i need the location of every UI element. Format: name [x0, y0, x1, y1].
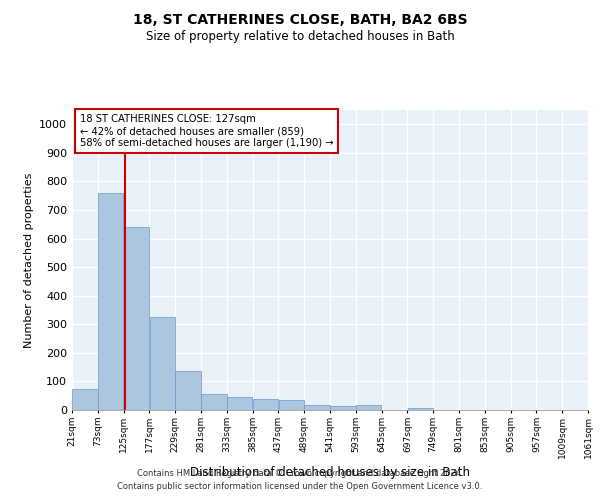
- Bar: [330, 406, 356, 410]
- Text: 18 ST CATHERINES CLOSE: 127sqm
← 42% of detached houses are smaller (859)
58% of: 18 ST CATHERINES CLOSE: 127sqm ← 42% of …: [80, 114, 334, 148]
- Bar: [227, 397, 253, 410]
- Bar: [149, 317, 175, 410]
- X-axis label: Distribution of detached houses by size in Bath: Distribution of detached houses by size …: [190, 466, 470, 479]
- Y-axis label: Number of detached properties: Number of detached properties: [23, 172, 34, 348]
- Text: Contains public sector information licensed under the Open Government Licence v3: Contains public sector information licen…: [118, 482, 482, 491]
- Bar: [304, 405, 330, 410]
- Bar: [278, 400, 304, 410]
- Bar: [98, 193, 124, 410]
- Bar: [253, 399, 278, 410]
- Text: Contains HM Land Registry data © Crown copyright and database right 2024.: Contains HM Land Registry data © Crown c…: [137, 468, 463, 477]
- Bar: [72, 388, 98, 410]
- Bar: [175, 372, 201, 410]
- Bar: [124, 227, 149, 410]
- Bar: [407, 408, 433, 410]
- Bar: [356, 405, 382, 410]
- Bar: [201, 394, 227, 410]
- Text: 18, ST CATHERINES CLOSE, BATH, BA2 6BS: 18, ST CATHERINES CLOSE, BATH, BA2 6BS: [133, 12, 467, 26]
- Text: Size of property relative to detached houses in Bath: Size of property relative to detached ho…: [146, 30, 454, 43]
